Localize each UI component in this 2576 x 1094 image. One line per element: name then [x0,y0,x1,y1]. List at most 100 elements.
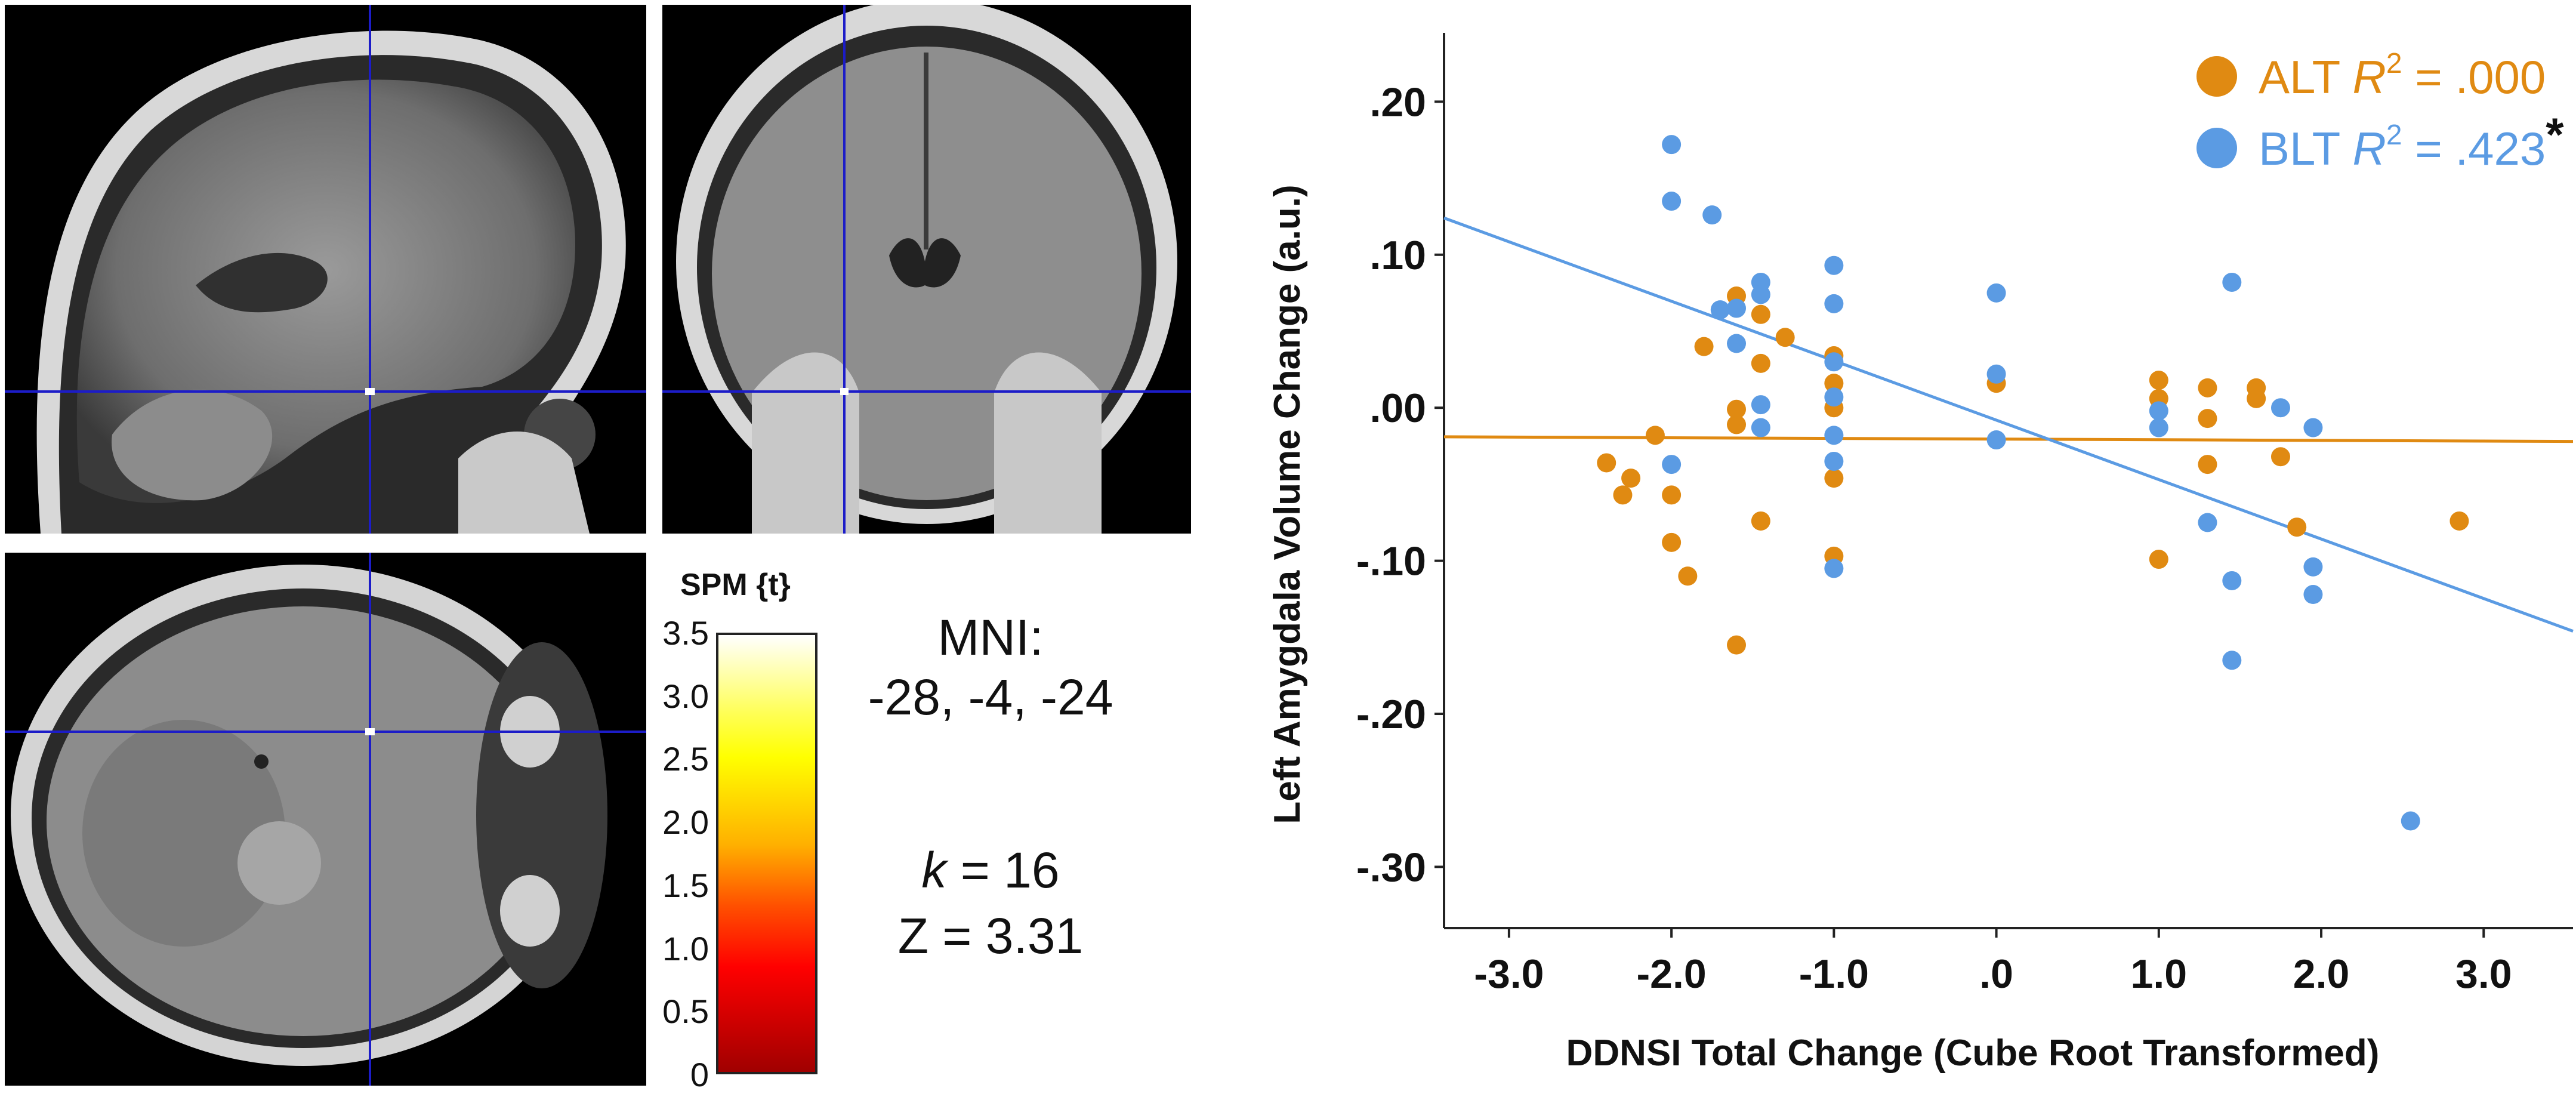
data-point-alt [2198,409,2217,429]
data-point-blt [2222,651,2242,670]
y-tick-label: .10 [1369,233,1426,278]
data-point-blt [1824,294,1844,313]
x-tick-label: 3.0 [2455,951,2512,997]
data-point-alt [2149,371,2168,390]
legend-entry-alt: ALT R2 = .000 [2259,48,2546,103]
k-value: = 16 [960,842,1060,898]
data-point-blt [1727,334,1747,353]
data-point-alt [2287,517,2307,537]
data-point-alt [1678,566,1698,586]
y-tick-label: .20 [1369,79,1426,125]
y-tick-label: -.10 [1356,539,1426,584]
x-axis-label: DDNSI Total Change (Cube Root Transforme… [1566,1033,2380,1074]
x-tick-label: .0 [1979,951,2013,997]
fit-line-alt [1443,435,2574,443]
x-tick-label: 1.0 [2131,951,2188,997]
data-point-blt [2401,811,2420,831]
data-point-blt [1824,255,1844,275]
sagittal-brain-image [5,5,646,534]
data-point-alt [1662,485,1682,505]
data-point-blt [1824,387,1844,407]
y-tick-label: .00 [1369,386,1426,431]
data-point-alt [1727,635,1747,655]
data-point-blt [1751,395,1770,415]
sagittal-slice [5,5,646,534]
data-point-alt [1824,469,1844,488]
y-axis-label: Left Amygdala Volume Change (a.u.) [1267,184,1308,824]
data-point-blt [1751,285,1770,304]
data-point-blt [1986,283,2006,303]
data-point-alt [1775,328,1795,347]
colorbar [716,633,817,1074]
mni-coords: -28, -4, -24 [868,669,1113,725]
data-point-blt [1824,352,1844,372]
data-point-blt [1662,455,1682,474]
data-point-blt [1710,300,1730,320]
axial-slice [5,553,646,1086]
data-point-alt [1613,485,1633,505]
data-point-blt [2303,585,2323,605]
colorbar-tick-label: 2.5 [662,740,709,778]
z-score: Z = 3.31 [897,908,1084,964]
data-point-alt [1751,511,1770,531]
data-point-blt [2198,513,2217,532]
legend-marker-alt [2196,56,2237,97]
colorbar-tick-label: 3.5 [662,614,709,652]
data-point-blt [1824,426,1844,445]
data-point-alt [2198,455,2217,474]
fit-line-blt [1443,216,2574,633]
mni-label: MNI: [937,609,1044,665]
data-point-blt [1824,559,1844,578]
data-point-alt [2270,447,2290,467]
data-point-blt [2222,571,2242,590]
data-point-blt [1702,205,1722,225]
data-point-blt [1751,418,1770,437]
data-point-alt [1824,374,1844,393]
data-point-alt [1662,532,1682,552]
data-point-alt [1645,426,1665,445]
k-label: k [921,842,947,898]
y-tick-label: -.20 [1356,692,1426,737]
coronal-brain-image [662,5,1191,534]
colorbar-tick-label: 0 [690,1056,709,1093]
data-point-alt [2449,511,2469,531]
colorbar-tick-label: 1.0 [662,929,709,967]
scatter-chart: .20 .10 .00 -.10 -.20 -.30 -3.0 -2.0 -1.0 .0 1.0 2.… [1267,33,2574,1074]
data-point-blt [1986,430,2006,450]
legend-marker-blt [2196,128,2237,168]
data-point-alt [1727,415,1747,434]
x-tick-label: -2.0 [1637,951,1707,997]
data-point-alt [2149,550,2168,569]
data-point-blt [2270,398,2290,418]
colorbar-tick-label: 1.5 [662,866,709,904]
data-point-blt [2303,557,2323,577]
data-point-blt [2149,418,2168,437]
data-point-blt [2222,272,2242,292]
x-tick-label: 2.0 [2293,951,2350,997]
axial-brain-image [5,553,646,1086]
peak-marker [365,728,375,735]
data-point-alt [2247,389,2266,408]
colorbar-tick-label: 2.0 [662,803,709,842]
y-tick-label: -.30 [1356,845,1426,890]
data-point-blt [1662,192,1682,211]
data-point-blt [2303,418,2323,437]
x-tick-label: -3.0 [1474,951,1544,997]
data-point-alt [1751,353,1770,373]
x-tick-label: -1.0 [1799,951,1869,997]
data-point-blt [2149,401,2168,421]
peak-marker [840,388,849,395]
colorbar-tick-label: 3.0 [662,677,709,715]
peak-marker [365,388,375,395]
data-point-blt [1824,451,1844,471]
data-point-alt [2198,378,2217,397]
data-point-blt [1986,364,2006,384]
data-point-alt [1597,453,1616,473]
data-point-blt [1727,298,1747,318]
data-point-alt [1727,399,1747,419]
cluster-size: k = 16 [835,842,1146,899]
colorbar-title: SPM {t} [680,568,791,602]
legend-entry-blt: BLT R2 = .423* [2259,108,2564,175]
colorbar-tick-label: 0.5 [662,993,709,1031]
data-point-alt [1621,469,1641,488]
